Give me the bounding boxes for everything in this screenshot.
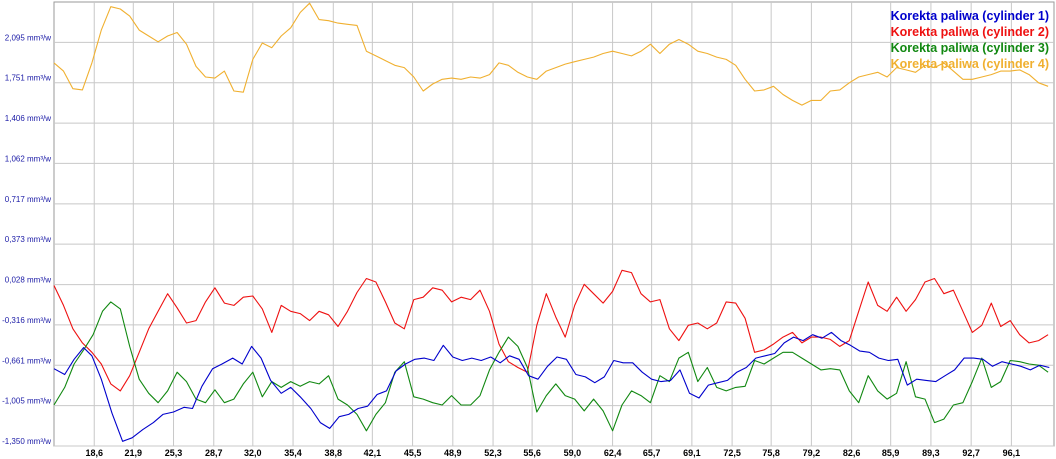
y-axis-ticks: 2,095 mm³/w 1,751 mm³/w 1,406 mm³/w 1,062 m… bbox=[2, 33, 51, 446]
x-tick-label: 89,3 bbox=[922, 448, 940, 458]
grid-lines bbox=[54, 2, 1054, 447]
x-tick-label: 35,4 bbox=[284, 448, 302, 458]
y-tick-label: 2,095 mm³/w bbox=[5, 33, 51, 42]
series-line-cylinder-1 bbox=[53, 331, 1050, 442]
legend: Korekta paliwa (cylinder 1) Korekta paliw… bbox=[891, 9, 1049, 71]
x-tick-label: 79,2 bbox=[803, 448, 821, 458]
x-tick-label: 65,7 bbox=[643, 448, 661, 458]
y-tick-label: 0,028 mm³/w bbox=[5, 276, 51, 285]
y-tick-label: 1,062 mm³/w bbox=[5, 154, 51, 163]
x-tick-label: 96,1 bbox=[1003, 448, 1021, 458]
series-lines bbox=[53, 2, 1050, 442]
x-tick-label: 75,8 bbox=[762, 448, 780, 458]
x-tick-label: 45,5 bbox=[404, 448, 422, 458]
x-tick-label: 32,0 bbox=[244, 448, 262, 458]
x-tick-label: 59,0 bbox=[564, 448, 582, 458]
series-line-cylinder-2 bbox=[53, 269, 1049, 392]
y-tick-label: 0,717 mm³/w bbox=[5, 195, 51, 204]
x-tick-label: 38,8 bbox=[325, 448, 343, 458]
legend-entry-cylinder-1: Korekta paliwa (cylinder 1) bbox=[891, 9, 1049, 23]
y-tick-label: 0,373 mm³/w bbox=[5, 235, 51, 244]
x-tick-label: 28,7 bbox=[205, 448, 223, 458]
x-tick-label: 42,1 bbox=[364, 448, 382, 458]
x-tick-label: 92,7 bbox=[962, 448, 980, 458]
x-tick-label: 25,3 bbox=[165, 448, 183, 458]
x-tick-label: 69,1 bbox=[683, 448, 701, 458]
x-tick-label: 21,9 bbox=[125, 448, 143, 458]
x-axis-ticks: 18,6 21,9 25,3 28,7 32,0 35,4 38,8 42,1 45,5 48,9… bbox=[85, 448, 1020, 458]
y-tick-label: 1,406 mm³/w bbox=[5, 114, 51, 123]
series-line-cylinder-3 bbox=[53, 301, 1049, 432]
series-line-cylinder-4 bbox=[53, 2, 1049, 106]
legend-entry-cylinder-2: Korekta paliwa (cylinder 2) bbox=[891, 25, 1049, 39]
y-tick-label: -1,005 mm³/w bbox=[2, 397, 51, 406]
x-tick-label: 52,3 bbox=[484, 448, 502, 458]
x-tick-label: 85,9 bbox=[882, 448, 900, 458]
x-tick-label: 18,6 bbox=[85, 448, 103, 458]
x-tick-label: 55,6 bbox=[523, 448, 541, 458]
x-tick-label: 48,9 bbox=[444, 448, 462, 458]
x-tick-label: 72,5 bbox=[723, 448, 741, 458]
x-tick-label: 82,6 bbox=[843, 448, 861, 458]
y-tick-label: -0,661 mm³/w bbox=[2, 356, 51, 365]
legend-entry-cylinder-4: Korekta paliwa (cylinder 4) bbox=[891, 57, 1049, 71]
y-tick-label: -0,316 mm³/w bbox=[2, 316, 51, 325]
y-tick-label: 1,751 mm³/w bbox=[5, 74, 51, 83]
legend-entry-cylinder-3: Korekta paliwa (cylinder 3) bbox=[891, 41, 1049, 55]
y-tick-label: -1,350 mm³/w bbox=[2, 437, 51, 446]
x-tick-label: 62,4 bbox=[604, 448, 622, 458]
